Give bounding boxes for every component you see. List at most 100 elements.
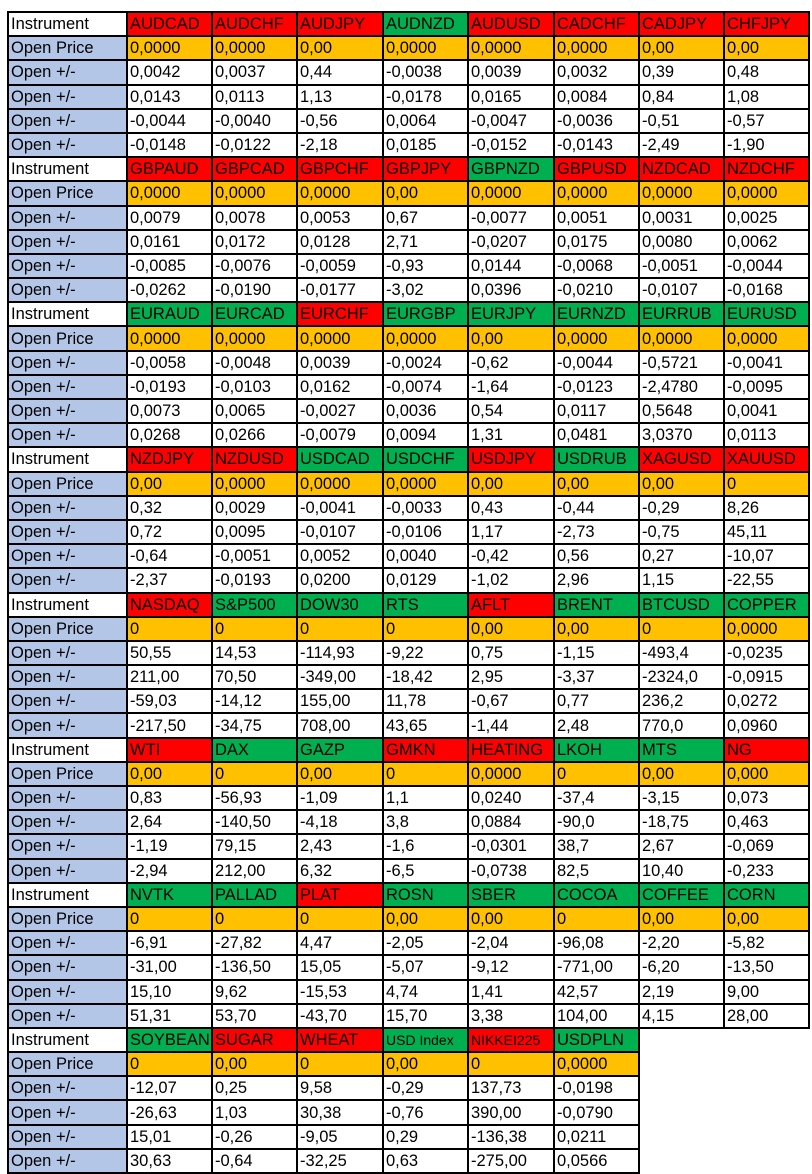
open-price-cell[interactable]: 0,0000 bbox=[296, 325, 384, 352]
open-delta-cell[interactable]: -0,0040 bbox=[211, 107, 298, 134]
open-delta-cell[interactable]: 0,0117 bbox=[553, 397, 640, 425]
open-delta-cell[interactable]: 0,0065 bbox=[211, 397, 298, 425]
open-price-cell[interactable]: 0,00 bbox=[296, 35, 384, 62]
instrument-name-cell[interactable]: GBPJPY bbox=[382, 156, 469, 183]
open-delta-cell[interactable]: -0,0210 bbox=[553, 277, 640, 304]
open-delta-cell[interactable]: -26,63 bbox=[126, 1099, 213, 1126]
open-price-cell[interactable]: 0,00 bbox=[126, 760, 213, 788]
open-delta-cell[interactable]: -0,0044 bbox=[553, 349, 640, 376]
open-price-cell[interactable]: 0,00 bbox=[638, 35, 725, 62]
open-delta-cell[interactable]: -0,0038 bbox=[382, 59, 469, 86]
open-delta-cell[interactable]: 1,1 bbox=[382, 784, 469, 812]
instrument-name-cell[interactable]: COPPER bbox=[723, 591, 810, 618]
open-delta-cell[interactable]: 2,19 bbox=[638, 978, 725, 1005]
open-price-cell[interactable]: 0 bbox=[296, 615, 384, 642]
open-delta-cell[interactable]: 42,57 bbox=[553, 978, 640, 1005]
open-price-cell[interactable]: 0 bbox=[467, 1051, 555, 1078]
open-delta-cell[interactable]: 0,0396 bbox=[467, 277, 555, 304]
open-delta-label[interactable]: Open +/- bbox=[7, 664, 128, 691]
open-price-cell[interactable]: 0,00 bbox=[211, 1051, 298, 1078]
open-delta-cell[interactable]: 0,29 bbox=[382, 1123, 469, 1150]
open-price-cell[interactable]: 0 bbox=[211, 905, 298, 933]
open-delta-cell[interactable]: 0,75 bbox=[467, 639, 555, 667]
open-delta-cell[interactable]: 0,0079 bbox=[126, 204, 213, 231]
open-price-cell[interactable]: 0,0000 bbox=[126, 180, 213, 207]
instrument-name-cell[interactable]: NIKKEI225 bbox=[467, 1026, 555, 1054]
open-price-cell[interactable]: 0,0000 bbox=[382, 470, 469, 497]
instrument-name-cell[interactable]: CADCHF bbox=[553, 10, 640, 38]
open-price-cell[interactable]: 0 bbox=[296, 905, 384, 933]
instrument-name-cell[interactable]: EURGBP bbox=[382, 301, 469, 328]
open-delta-cell[interactable]: 15,70 bbox=[382, 1002, 469, 1029]
open-delta-cell[interactable]: -0,51 bbox=[638, 107, 725, 134]
open-delta-label[interactable]: Open +/- bbox=[7, 978, 128, 1005]
open-price-label[interactable]: Open Price bbox=[7, 615, 128, 642]
instrument-name-cell[interactable]: WTI bbox=[126, 736, 213, 763]
instrument-name-cell[interactable]: EURCAD bbox=[211, 301, 298, 328]
instrument-name-cell[interactable]: DAX bbox=[211, 736, 298, 763]
instrument-name-cell[interactable]: NZDUSD bbox=[211, 446, 298, 473]
open-price-cell[interactable]: 0,00 bbox=[553, 470, 640, 497]
open-delta-cell[interactable]: 11,78 bbox=[382, 688, 469, 715]
instrument-name-cell[interactable]: CHFJPY bbox=[723, 10, 810, 38]
open-delta-cell[interactable]: -771,00 bbox=[553, 954, 640, 981]
instrument-name-cell[interactable]: COCOA bbox=[553, 881, 640, 908]
open-delta-cell[interactable]: 43,65 bbox=[382, 712, 469, 739]
open-price-cell[interactable]: 0 bbox=[211, 615, 298, 642]
instrument-name-cell[interactable]: GBPUSD bbox=[553, 156, 640, 183]
open-delta-cell[interactable]: 4,47 bbox=[296, 930, 384, 957]
open-delta-cell[interactable]: 1,17 bbox=[467, 518, 555, 546]
open-delta-cell[interactable]: -0,0738 bbox=[467, 857, 555, 884]
open-delta-label[interactable]: Open +/- bbox=[7, 784, 128, 812]
open-delta-cell[interactable]: 0,0175 bbox=[553, 228, 640, 255]
instrument-name-cell[interactable]: XAUUSD bbox=[723, 446, 810, 473]
open-price-cell[interactable]: 0,0000 bbox=[638, 180, 725, 207]
instrument-name-cell[interactable]: AFLT bbox=[467, 591, 555, 618]
open-delta-cell[interactable]: -136,50 bbox=[211, 954, 298, 981]
open-delta-cell[interactable]: 0,0025 bbox=[723, 204, 810, 231]
open-price-cell[interactable]: 0 bbox=[211, 760, 298, 788]
instrument-name-cell[interactable]: USDCHF bbox=[382, 446, 469, 473]
instrument-label[interactable]: Instrument bbox=[7, 736, 128, 763]
open-price-cell[interactable]: 0 bbox=[638, 615, 725, 642]
open-delta-cell[interactable]: -0,0041 bbox=[296, 494, 384, 521]
open-delta-cell[interactable]: -3,15 bbox=[638, 784, 725, 812]
instrument-name-cell[interactable]: DOW30 bbox=[296, 591, 384, 618]
instrument-name-cell[interactable]: GBPCAD bbox=[211, 156, 298, 183]
open-delta-label[interactable]: Open +/- bbox=[7, 567, 128, 594]
instrument-name-cell[interactable]: MTS bbox=[638, 736, 725, 763]
instrument-name-cell[interactable]: USDJPY bbox=[467, 446, 555, 473]
open-delta-cell[interactable]: -9,12 bbox=[467, 954, 555, 981]
open-delta-cell[interactable]: -1,64 bbox=[467, 373, 555, 401]
open-delta-cell[interactable]: 0,0039 bbox=[296, 349, 384, 376]
open-delta-label[interactable]: Open +/- bbox=[7, 204, 128, 231]
instrument-name-cell[interactable]: EURRUB bbox=[638, 301, 725, 328]
open-price-cell[interactable]: 0,0000 bbox=[467, 760, 555, 788]
open-delta-label[interactable]: Open +/- bbox=[7, 494, 128, 521]
open-delta-cell[interactable]: 0,073 bbox=[723, 784, 810, 812]
open-delta-cell[interactable]: -2,37 bbox=[126, 567, 213, 594]
open-delta-cell[interactable]: -5,07 bbox=[382, 954, 469, 981]
open-price-cell[interactable]: 0,00 bbox=[467, 615, 555, 642]
open-delta-cell[interactable]: -2,49 bbox=[638, 131, 725, 159]
open-delta-cell[interactable]: 4,74 bbox=[382, 978, 469, 1005]
open-delta-cell[interactable]: 51,31 bbox=[126, 1002, 213, 1029]
open-delta-cell[interactable]: -6,5 bbox=[382, 857, 469, 884]
open-price-cell[interactable]: 0,00 bbox=[467, 470, 555, 497]
open-delta-cell[interactable]: 0,0031 bbox=[638, 204, 725, 231]
open-delta-cell[interactable]: -32,25 bbox=[296, 1147, 384, 1174]
open-delta-cell[interactable]: 0,43 bbox=[467, 494, 555, 521]
open-delta-cell[interactable]: -6,91 bbox=[126, 930, 213, 957]
open-delta-cell[interactable]: -0,93 bbox=[382, 252, 469, 280]
open-price-cell[interactable]: 0,0000 bbox=[211, 35, 298, 62]
instrument-name-cell[interactable]: RTS bbox=[382, 591, 469, 618]
instrument-name-cell[interactable]: AUDUSD bbox=[467, 10, 555, 38]
open-delta-label[interactable]: Open +/- bbox=[7, 107, 128, 134]
open-delta-cell[interactable]: 1,13 bbox=[296, 83, 384, 110]
open-delta-cell[interactable]: -0,0106 bbox=[382, 518, 469, 546]
open-delta-cell[interactable]: 0,0481 bbox=[553, 422, 640, 449]
open-delta-cell[interactable]: -90,0 bbox=[553, 809, 640, 836]
open-delta-cell[interactable]: -3,02 bbox=[382, 277, 469, 304]
open-price-label[interactable]: Open Price bbox=[7, 905, 128, 933]
open-delta-cell[interactable]: 6,32 bbox=[296, 857, 384, 884]
